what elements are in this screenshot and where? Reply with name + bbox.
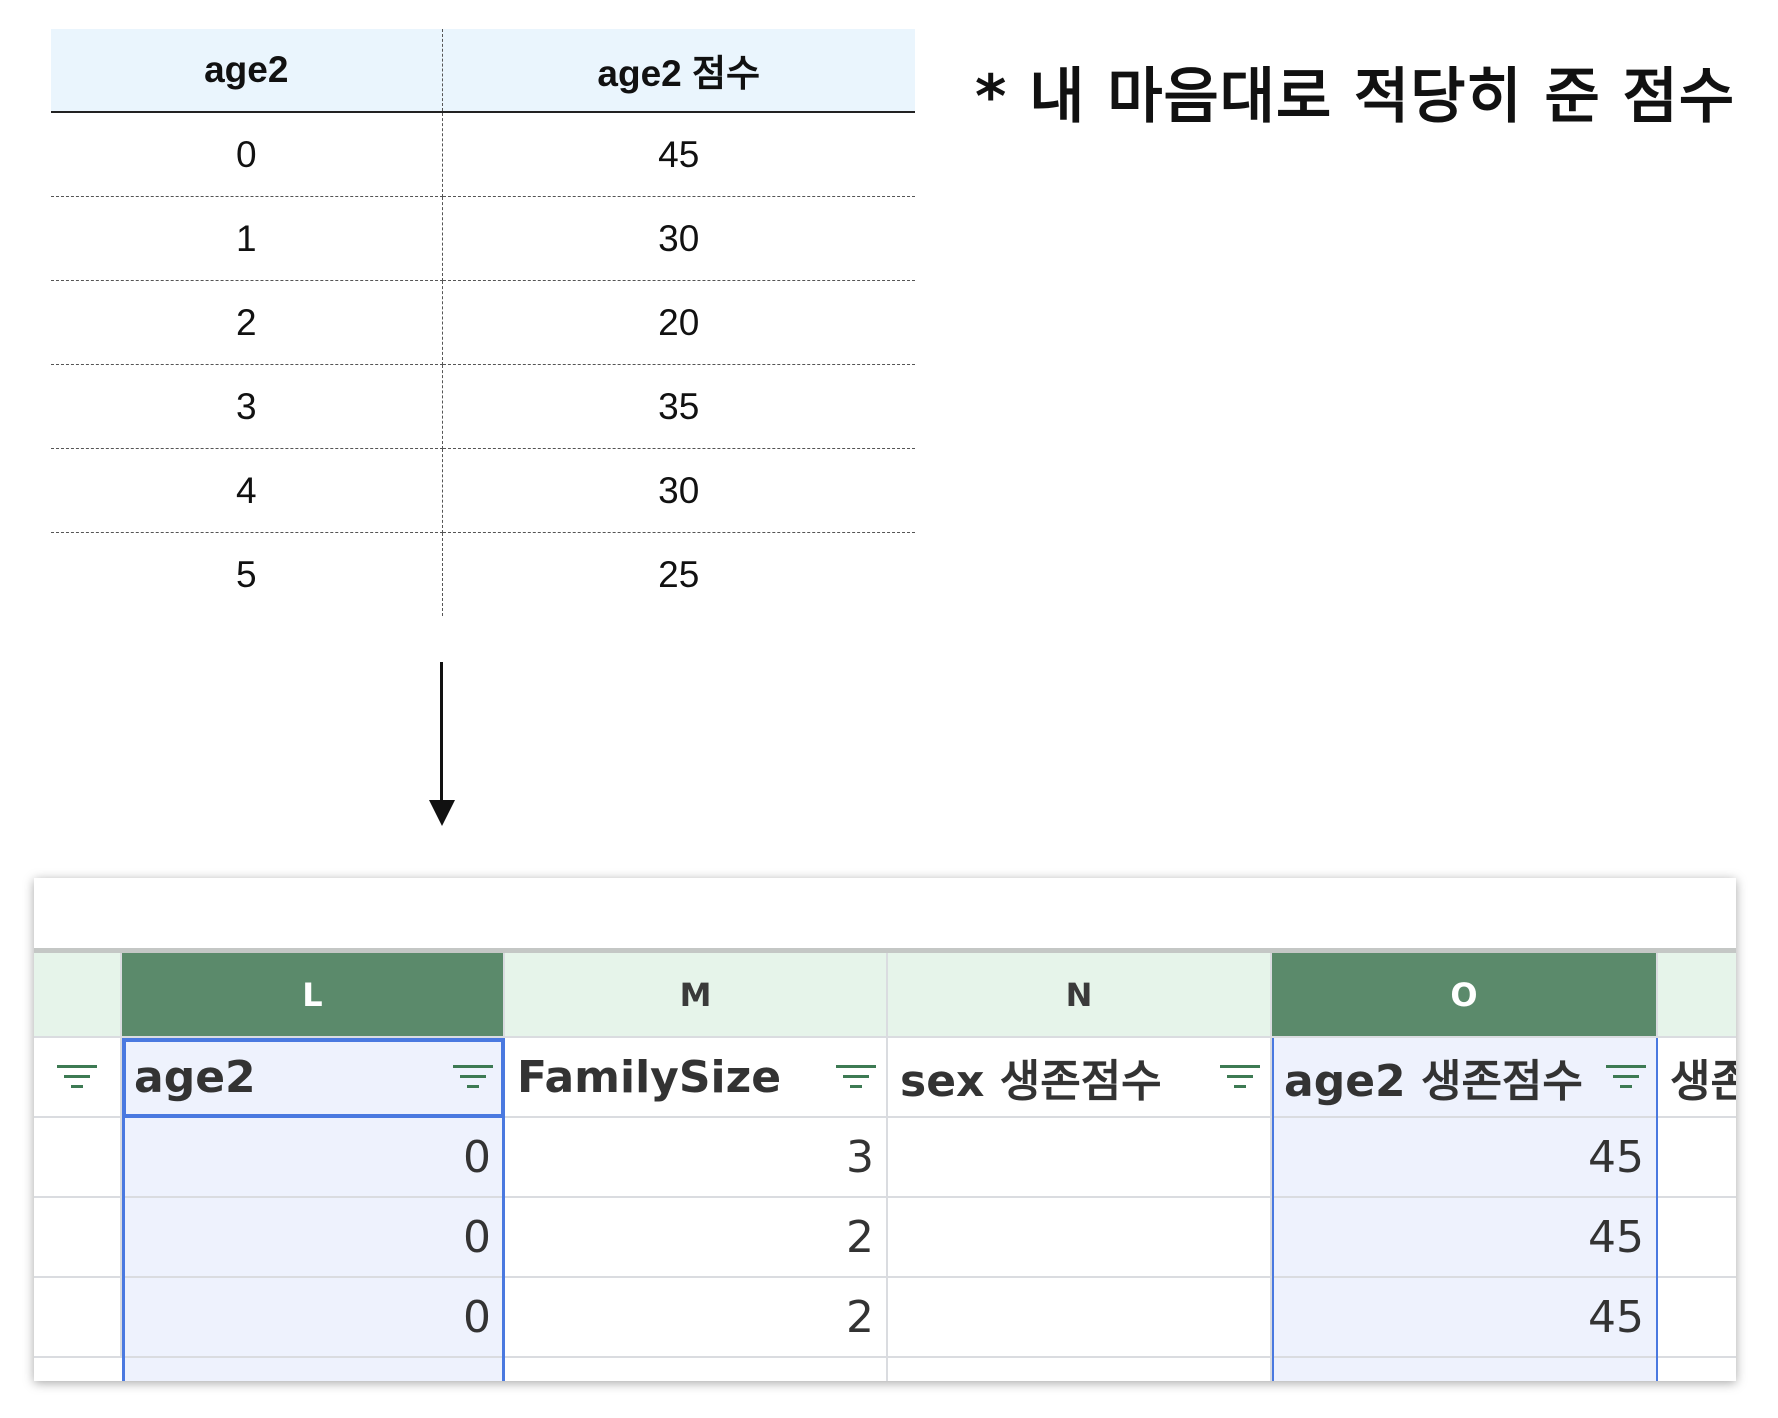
table-row: 1 30 [51,196,915,281]
header-label: age2 생존점수 [1284,1056,1583,1107]
age2-score-mapping-table: age2 age2 점수 0 45 1 30 2 20 3 35 4 30 5 … [51,29,915,616]
mapping-score-cell: 30 [442,448,915,533]
mapping-age2-cell: 3 [51,364,443,449]
mapping-score-cell: 35 [442,364,915,449]
filter-icon[interactable] [453,1063,493,1091]
table-row: 3 35 [51,364,915,449]
mapping-age2-cell: 2 [51,280,443,365]
mapping-score-cell: 30 [442,196,915,281]
header-cell-familysize[interactable]: FamilySize [505,1038,888,1118]
data-cell-next[interactable] [1658,1278,1736,1358]
header-cell-age2[interactable]: age2 [122,1038,505,1118]
table-row: 0 45 [51,112,915,197]
header-label: FamilySize [517,1051,782,1103]
table-row: 5 25 [51,532,915,616]
mapping-age2-cell: 4 [51,448,443,533]
header-label: sex 생존점수 [900,1056,1162,1107]
mapping-header-score: age2 점수 [442,29,915,113]
row-gutter-cell [34,1038,122,1118]
column-header-O[interactable]: O [1272,953,1658,1038]
column-header-L[interactable]: L [122,953,505,1038]
column-header-M[interactable]: M [505,953,888,1038]
data-cell-familysize[interactable]: 2 [505,1198,888,1278]
data-cell-sex-score[interactable] [888,1198,1272,1278]
mapping-score-cell: 25 [658,553,700,595]
mapping-score-cell: 20 [442,280,915,365]
mapping-age2-cell: 1 [51,196,443,281]
mapping-score-cell: 45 [442,112,915,197]
row-gutter-cell [34,1118,122,1198]
column-header-N[interactable]: N [888,953,1272,1038]
down-arrow-icon [429,800,455,826]
data-cell-sex-score[interactable] [888,1278,1272,1358]
header-label: age2 [134,1051,256,1103]
filter-icon[interactable] [1220,1063,1260,1091]
formula-bar-area [34,878,1736,953]
filter-icon[interactable] [1606,1063,1646,1091]
data-cell-age2[interactable] [122,1358,505,1381]
header-cell-age2-score[interactable]: age2 생존점수 [1272,1038,1658,1118]
header-cell-next[interactable]: 생존 [1658,1038,1736,1118]
data-cell-age2-score[interactable]: 45 [1272,1118,1658,1198]
data-cell-age2[interactable]: 0 [122,1278,505,1358]
data-cell-next[interactable] [1658,1198,1736,1278]
mapping-age2-cell: 0 [51,112,443,197]
data-cell-familysize[interactable]: 2 [505,1278,888,1358]
filter-icon[interactable] [57,1063,97,1091]
data-cell-age2-score[interactable] [1272,1358,1658,1381]
down-arrow-line [440,662,443,810]
data-cell-familysize[interactable]: 3 [505,1118,888,1198]
column-header-P[interactable] [1658,953,1736,1038]
row-gutter-cell [34,1278,122,1358]
data-cell-age2-score[interactable]: 45 [1272,1198,1658,1278]
data-cell-sex-score[interactable] [888,1118,1272,1198]
mapping-header-age2: age2 [51,29,443,113]
mapping-age2-cell: 5 [51,532,443,616]
header-label: 생존 [1670,1056,1736,1107]
data-cell-sex-score[interactable] [888,1358,1272,1381]
data-cell-age2-score[interactable]: 45 [1272,1278,1658,1358]
table-row: 2 20 [51,280,915,365]
data-cell-familysize[interactable] [505,1358,888,1381]
spreadsheet-grid: L M N O age2 FamilySize sex 생존점수 age2 생존… [34,953,1736,1381]
score-note: * 내 마음대로 적당히 준 점수 [975,62,1736,132]
header-cell-sex-score[interactable]: sex 생존점수 [888,1038,1272,1118]
spreadsheet-window: L M N O age2 FamilySize sex 생존점수 age2 생존… [34,878,1736,1381]
table-row: 4 30 [51,448,915,533]
row-number-corner[interactable] [34,953,122,1038]
data-cell-next[interactable] [1658,1118,1736,1198]
mapping-table-header-row: age2 age2 점수 [51,29,915,113]
data-cell-age2[interactable]: 0 [122,1198,505,1278]
data-cell-age2[interactable]: 0 [122,1118,505,1198]
row-gutter-cell [34,1198,122,1278]
filter-icon[interactable] [836,1063,876,1091]
